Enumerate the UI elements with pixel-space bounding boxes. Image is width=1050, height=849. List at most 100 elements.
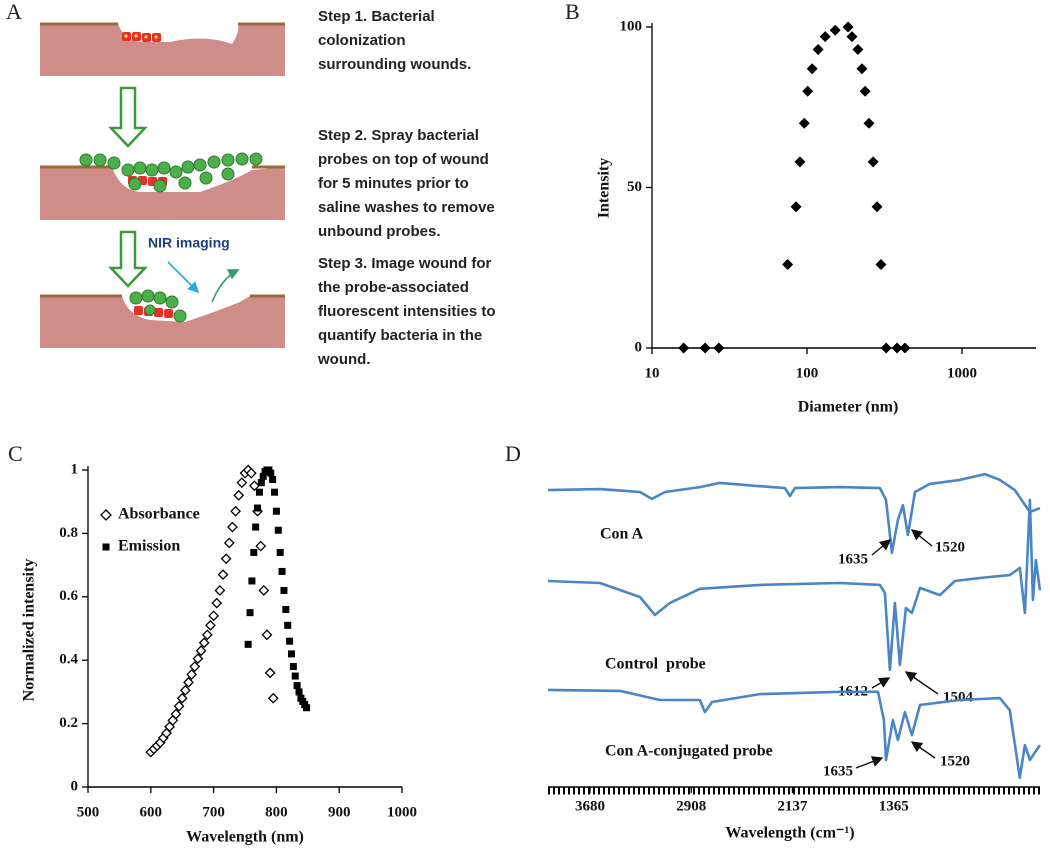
point: [875, 259, 887, 271]
peak-arrow: [871, 677, 891, 689]
point: [282, 605, 290, 613]
point: [173, 700, 185, 712]
point: [192, 653, 204, 665]
point: [286, 637, 294, 645]
step-text: fluorescent intensities to: [318, 303, 496, 320]
y-tick-label: 50: [627, 179, 642, 195]
point: [295, 688, 303, 696]
point: [289, 663, 297, 671]
point: [179, 684, 191, 696]
point: [217, 569, 229, 581]
peak-label: 1520: [940, 753, 970, 769]
legend-marker: [100, 509, 112, 521]
x-tick-label: 1000: [947, 365, 977, 381]
panel-label: C: [8, 441, 23, 466]
point: [257, 479, 265, 487]
point: [812, 43, 824, 55]
y-tick-label: 100: [620, 18, 643, 34]
point: [272, 507, 280, 515]
point: [233, 489, 245, 501]
point: [214, 585, 226, 596]
point: [899, 342, 911, 354]
point: [871, 201, 883, 213]
point: [819, 31, 831, 43]
point: [201, 629, 213, 641]
x-axis-label: Diameter (nm): [798, 399, 899, 416]
x-tick-label: 2908: [676, 798, 706, 814]
x-tick-label: 2137: [777, 798, 808, 814]
point: [846, 31, 858, 43]
point: [891, 342, 903, 354]
point: [264, 667, 276, 679]
x-axis-label: Wavelength (cm⁻¹): [725, 825, 854, 842]
point: [867, 156, 879, 168]
y-tick-label: 0.8: [59, 525, 78, 541]
point: [806, 63, 818, 75]
point: [244, 640, 252, 648]
point: [829, 24, 841, 36]
point: [267, 469, 275, 477]
legend-marker: [102, 543, 110, 551]
point: [186, 669, 198, 680]
x-axis-label: Wavelength (nm): [186, 829, 304, 846]
y-axis-label: Normalized intensity: [21, 559, 38, 702]
x-tick-label: 700: [202, 804, 225, 820]
legend-label: Emission: [118, 538, 180, 555]
point: [790, 201, 802, 213]
point: [250, 548, 258, 556]
series-label: Control probe: [605, 656, 706, 673]
point: [699, 342, 711, 354]
point: [863, 117, 875, 129]
step-text: Step 2. Spray bacterial: [318, 127, 479, 144]
y-tick-label: 0.6: [59, 588, 78, 604]
x-tick-label: 1000: [387, 804, 417, 820]
point: [223, 537, 235, 549]
y-tick-label: 0.4: [59, 652, 78, 668]
x-tick-label: 600: [140, 804, 163, 820]
point: [856, 63, 868, 75]
legend-label: Absorbance: [118, 506, 200, 523]
point: [278, 567, 286, 575]
step-text: quantify bacteria in the: [318, 327, 482, 344]
spectrum-line: [547, 688, 1041, 780]
point: [183, 676, 194, 688]
point: [252, 523, 260, 531]
point: [245, 467, 257, 479]
point: [798, 117, 810, 129]
x-tick-label: 1365: [879, 798, 909, 814]
point: [249, 480, 260, 492]
point: [303, 704, 311, 712]
peak-arrow: [910, 529, 933, 547]
step-text: Step 3. Image wound for: [318, 255, 492, 272]
point: [189, 661, 201, 672]
step-text: surrounding wounds.: [318, 56, 471, 73]
point: [227, 521, 238, 533]
point: [280, 586, 288, 594]
point: [802, 85, 814, 97]
point: [269, 476, 277, 484]
y-tick-label: 0: [71, 778, 79, 794]
point: [255, 540, 267, 552]
peak-arrow: [910, 741, 936, 759]
point: [195, 645, 207, 657]
panel-label: B: [565, 0, 580, 24]
point: [859, 85, 871, 97]
y-tick-label: 0.2: [59, 715, 78, 731]
nir-label: NIR imaging: [148, 235, 230, 251]
step-text: Step 1. Bacterial: [318, 8, 435, 25]
spectrum-line: [547, 498, 1042, 672]
point: [211, 597, 223, 609]
point: [678, 342, 690, 354]
spectrum-line: [547, 472, 1041, 555]
point: [246, 609, 254, 617]
x-tick-label: 100: [796, 365, 819, 381]
point: [248, 577, 256, 585]
step-text: probes on top of wound: [318, 151, 489, 168]
y-tick-label: 1: [71, 461, 79, 477]
x-tick-label: 900: [328, 804, 351, 820]
point: [287, 650, 295, 658]
peak-label: 1635: [823, 763, 853, 779]
step-text: the probe-associated: [318, 279, 469, 296]
